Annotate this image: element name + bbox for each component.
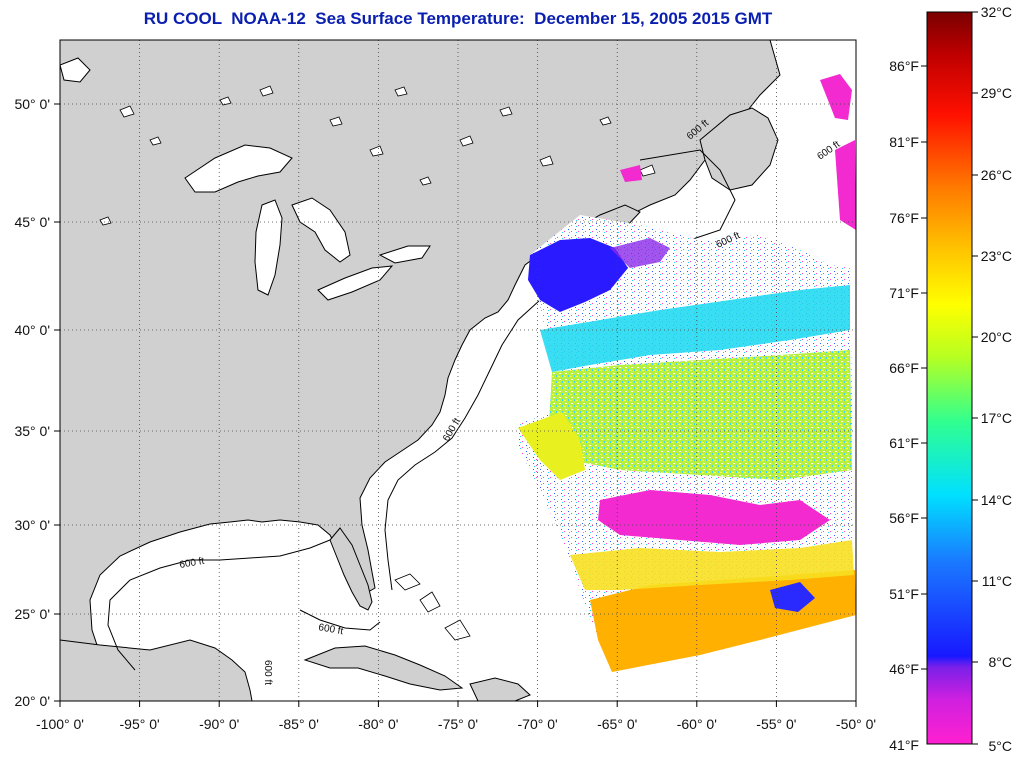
small-lakes bbox=[99, 85, 656, 226]
contour-label: 600 ft bbox=[262, 660, 273, 685]
longitude-tick-label: -90° 0' bbox=[199, 716, 239, 732]
fahrenheit-label: 66°F bbox=[889, 360, 919, 376]
lake-ontario bbox=[378, 245, 431, 264]
celsius-label: 14°C bbox=[981, 492, 1012, 508]
latitude-tick-label: 40° 0' bbox=[14, 322, 50, 338]
sst-warm-south-yellow bbox=[570, 540, 854, 590]
fahrenheit-label: 41°F bbox=[889, 737, 919, 753]
latitude-labels: 50° 0' 45° 0' 40° 0' 35° 0' 30° 0' 25° 0… bbox=[14, 96, 50, 709]
colorbar-scale bbox=[926, 11, 973, 745]
longitude-labels: -100° 0' -95° 0' -90° 0' -85° 0' -80° 0'… bbox=[36, 716, 876, 732]
celsius-label: 17°C bbox=[981, 410, 1012, 426]
lake-superior bbox=[184, 144, 293, 193]
land-bahamas-2 bbox=[419, 591, 441, 613]
map-content bbox=[60, 40, 856, 701]
latitude-tick-label: 20° 0' bbox=[14, 693, 50, 709]
fahrenheit-label: 51°F bbox=[889, 586, 919, 602]
contour-label: 600 ft bbox=[317, 622, 344, 637]
longitude-tick-label: -75° 0' bbox=[438, 716, 478, 732]
colorbar-ticks bbox=[921, 11, 978, 745]
sst-gulf-of-maine-violet bbox=[610, 238, 670, 268]
longitude-tick-label: -85° 0' bbox=[279, 716, 319, 732]
sst-blue-eddy bbox=[770, 582, 815, 612]
longitude-tick-label: -65° 0' bbox=[597, 716, 637, 732]
lake-winnipeg-fragment bbox=[60, 57, 91, 83]
fahrenheit-label: 76°F bbox=[889, 210, 919, 226]
contour-600ft-florida bbox=[299, 609, 381, 631]
longitude-tick-label: -60° 0' bbox=[677, 716, 717, 732]
longitude-tick-label: -50° 0' bbox=[836, 716, 876, 732]
axis-ticks bbox=[54, 103, 857, 707]
sst-magenta-patch bbox=[598, 490, 830, 545]
celsius-label: 29°C bbox=[981, 85, 1012, 101]
celsius-label: 20°C bbox=[981, 329, 1012, 345]
longitude-tick-label: -70° 0' bbox=[518, 716, 558, 732]
celsius-label: 8°C bbox=[989, 654, 1013, 670]
latitude-tick-label: 25° 0' bbox=[14, 606, 50, 622]
longitude-tick-label: -100° 0' bbox=[36, 716, 84, 732]
land-florida bbox=[329, 527, 373, 611]
lake-michigan bbox=[254, 199, 283, 296]
sst-pink-fragment-nf bbox=[620, 165, 642, 182]
land-hispaniola bbox=[469, 677, 531, 701]
temperature-colorbar: 86°F 81°F 76°F 71°F 66°F 61°F 56°F 51°F … bbox=[889, 4, 1012, 754]
fahrenheit-label: 46°F bbox=[889, 661, 919, 677]
latitude-tick-label: 45° 0' bbox=[14, 214, 50, 230]
celsius-label: 26°C bbox=[981, 167, 1012, 183]
land-bahamas-3 bbox=[444, 619, 471, 641]
latitude-tick-label: 30° 0' bbox=[14, 517, 50, 533]
sst-pink-fragment-ne bbox=[820, 74, 852, 120]
fahrenheit-label: 71°F bbox=[889, 285, 919, 301]
lake-erie bbox=[317, 265, 394, 301]
lake-huron bbox=[291, 197, 351, 263]
contour-label: 600 ft bbox=[179, 556, 206, 571]
latitude-tick-label: 35° 0' bbox=[14, 423, 50, 439]
sst-pink-fragment-e bbox=[835, 140, 856, 230]
fahrenheit-label: 61°F bbox=[889, 435, 919, 451]
celsius-label: 5°C bbox=[989, 738, 1013, 754]
contour-600ft bbox=[384, 149, 736, 591]
fahrenheit-label: 81°F bbox=[889, 134, 919, 150]
longitude-tick-label: -80° 0' bbox=[358, 716, 398, 732]
land-yucatan bbox=[60, 639, 253, 701]
celsius-label: 11°C bbox=[982, 573, 1012, 589]
sst-gulf-stream bbox=[548, 350, 852, 480]
sst-cyan-band bbox=[540, 285, 850, 372]
longitude-tick-label: -55° 0' bbox=[756, 716, 796, 732]
longitude-tick-label: -95° 0' bbox=[120, 716, 160, 732]
graticule bbox=[60, 40, 856, 701]
contour-600ft-gulf bbox=[107, 539, 331, 671]
land-cuba bbox=[303, 645, 464, 691]
celsius-label: 23°C bbox=[981, 248, 1012, 264]
celsius-label: 32°C bbox=[981, 4, 1012, 20]
latitude-tick-label: 50° 0' bbox=[14, 96, 50, 112]
sst-yellow-west bbox=[518, 412, 585, 480]
sst-gulf-of-maine bbox=[528, 238, 628, 312]
fahrenheit-label: 56°F bbox=[889, 510, 919, 526]
fahrenheit-label: 86°F bbox=[889, 58, 919, 74]
land-bahamas-1 bbox=[394, 573, 421, 591]
map-title: RU COOL NOAA-12 Sea Surface Temperature:… bbox=[143, 9, 773, 28]
